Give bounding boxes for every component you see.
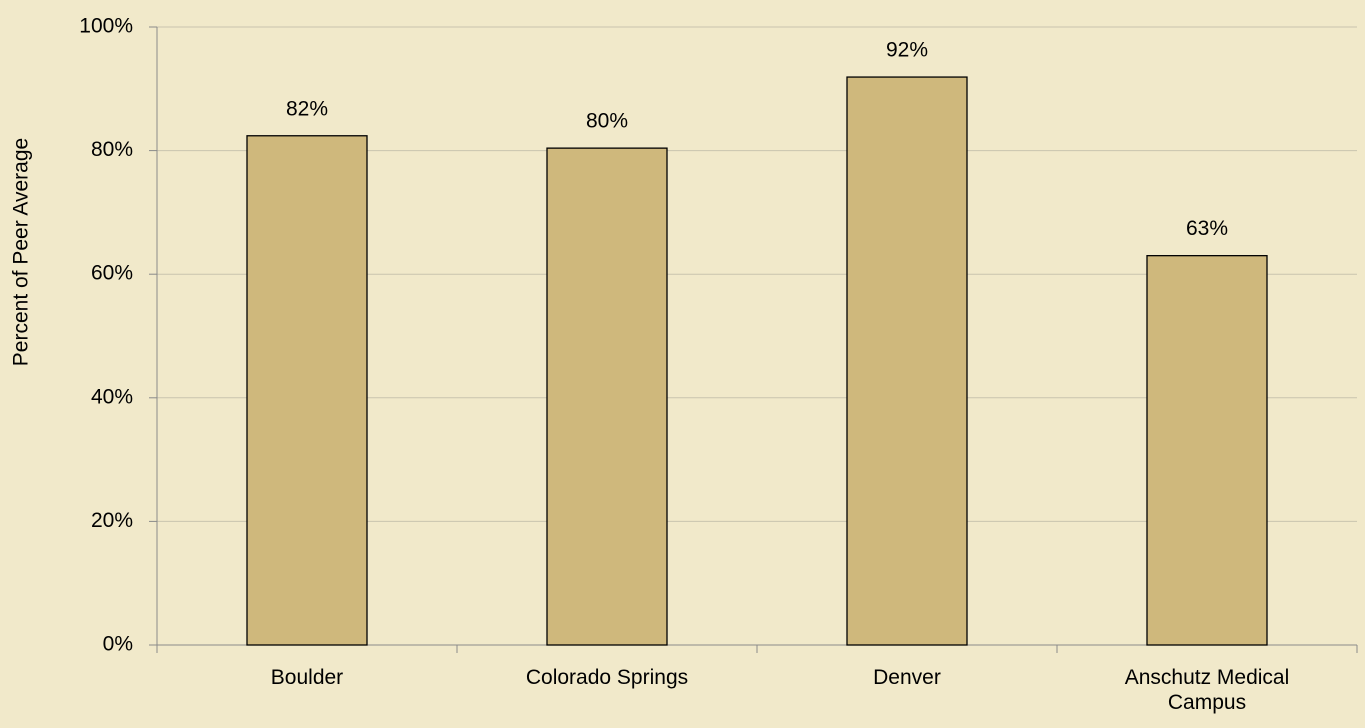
y-tick-label: 100% (79, 15, 133, 38)
y-tick-label: 40% (91, 385, 133, 408)
y-tick-label: 60% (91, 262, 133, 285)
y-axis-label: Percent of Peer Average (10, 138, 33, 366)
x-tick-label: Colorado Springs (525, 666, 689, 689)
bar (546, 147, 668, 646)
data-label: 92% (886, 39, 928, 62)
x-tick-label: Boulder (270, 666, 344, 689)
x-tick-label: Denver (873, 666, 941, 689)
bar (1146, 255, 1268, 646)
data-label: 82% (286, 97, 328, 120)
x-tick-label: Anschutz Medical Campus (1124, 666, 1290, 714)
y-tick-label: 20% (91, 509, 133, 532)
data-label: 80% (586, 110, 628, 133)
data-label: 63% (1186, 217, 1228, 240)
bar (846, 76, 968, 646)
bar (246, 135, 368, 646)
y-tick-label: 80% (91, 138, 133, 161)
y-tick-label: 0% (103, 633, 133, 656)
